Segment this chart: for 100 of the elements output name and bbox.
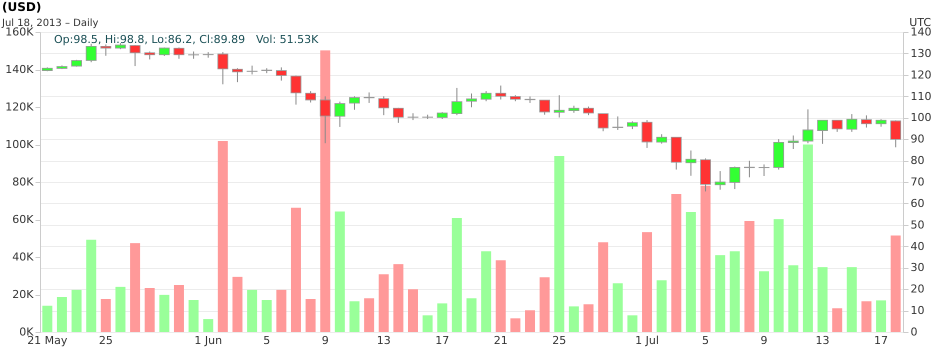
- candlestick: [817, 120, 828, 144]
- candlestick: [802, 108, 814, 144]
- x-tick-label: 17: [435, 334, 450, 347]
- chart-title: (USD): [2, 0, 42, 14]
- bar: [525, 310, 536, 332]
- y2-tick-label: 60K: [12, 213, 34, 226]
- candlestick: [349, 96, 360, 110]
- bar: [86, 240, 96, 332]
- bar: [72, 290, 82, 332]
- y-tick-label: 90: [910, 132, 924, 146]
- bar: [540, 277, 550, 332]
- candlestick: [612, 116, 624, 130]
- candlestick: [232, 68, 243, 83]
- bar: [144, 288, 155, 332]
- y-tick-label: 10: [910, 304, 924, 318]
- y-tick-label: 70: [910, 176, 924, 188]
- x-tick-label: 21 May: [27, 334, 68, 347]
- candlestick: [246, 65, 258, 75]
- candlestick: [861, 114, 872, 128]
- candlestick: [188, 51, 199, 60]
- bar: [846, 267, 857, 332]
- x-tick-label: 25: [98, 334, 113, 347]
- bar: [320, 50, 330, 332]
- candlestick: [686, 150, 696, 176]
- candlestick: [466, 93, 477, 108]
- bar: [174, 284, 184, 332]
- bar: [759, 271, 770, 332]
- candlestick: [758, 164, 770, 176]
- bar: [818, 267, 828, 332]
- bar: [890, 235, 901, 332]
- bar: [247, 290, 258, 332]
- bar: [861, 301, 872, 332]
- candlestick: [554, 94, 565, 118]
- candlestick: [100, 44, 112, 56]
- bar: [218, 140, 228, 332]
- bar: [627, 315, 638, 332]
- bar: [130, 243, 140, 332]
- candlestick: [276, 66, 287, 82]
- y2-tick-label: 100K: [5, 138, 34, 151]
- bar: [262, 300, 272, 332]
- bar: [656, 280, 667, 332]
- bar: [378, 274, 389, 332]
- bar: [115, 286, 126, 332]
- bar: [686, 212, 696, 332]
- y2-tick-label: 20K: [12, 288, 34, 301]
- y2-tick-label: 160K: [5, 26, 34, 38]
- x-tick-label: 13: [816, 334, 830, 347]
- bar: [671, 194, 682, 332]
- x-tick-label: 1 Jun: [194, 334, 222, 347]
- bar: [306, 299, 316, 332]
- candlestick: [480, 90, 492, 102]
- candlestick: [130, 44, 140, 67]
- y-tick-label: 40: [910, 240, 924, 253]
- candlestick: [729, 166, 740, 190]
- bar: [408, 289, 418, 332]
- bar: [334, 211, 345, 332]
- bar: [349, 301, 360, 332]
- bar: [584, 304, 594, 332]
- bar: [876, 300, 886, 332]
- candlestick: [788, 135, 799, 150]
- candlestick: [451, 87, 462, 116]
- candlestick: [495, 85, 506, 100]
- y2-tick-label: 80K: [12, 176, 34, 188]
- x-tick-label: 9: [322, 334, 329, 347]
- candlestick: [290, 75, 302, 106]
- y-tick-label: 0: [910, 326, 918, 338]
- x-tick-label: 13: [376, 334, 391, 347]
- bar: [42, 306, 52, 332]
- y-tick-label: 20: [910, 282, 924, 296]
- bar: [496, 260, 506, 332]
- candlestick: [714, 170, 726, 190]
- candlestick: [656, 134, 668, 144]
- y-tick-label: 60: [910, 196, 924, 210]
- candlestick: [174, 46, 184, 60]
- candlestick: [378, 96, 390, 116]
- bar: [393, 264, 404, 332]
- y-tick-label: 50: [910, 218, 924, 232]
- bar: [422, 315, 433, 332]
- bar: [364, 298, 374, 332]
- bar: [56, 296, 67, 332]
- bar: [642, 232, 652, 332]
- candlestick: [305, 90, 316, 103]
- bar: [290, 208, 301, 332]
- candlestick: [642, 120, 652, 148]
- bar: [612, 283, 623, 332]
- candlestick: [217, 52, 228, 85]
- bar: [554, 156, 564, 332]
- bar: [802, 144, 813, 332]
- x-tick-label: 5: [263, 334, 270, 347]
- candlestick: [832, 120, 843, 132]
- bar: [788, 265, 798, 332]
- y-tick-label: 30: [910, 261, 924, 274]
- candlestick: [539, 100, 550, 116]
- bar: [715, 255, 726, 332]
- y-tick-label: 120: [910, 68, 932, 82]
- candlestick: [890, 120, 902, 148]
- bar: [510, 318, 520, 332]
- y2-tick-label: 40K: [12, 250, 34, 264]
- y-tick-label: 100: [910, 111, 932, 124]
- bar: [437, 303, 448, 332]
